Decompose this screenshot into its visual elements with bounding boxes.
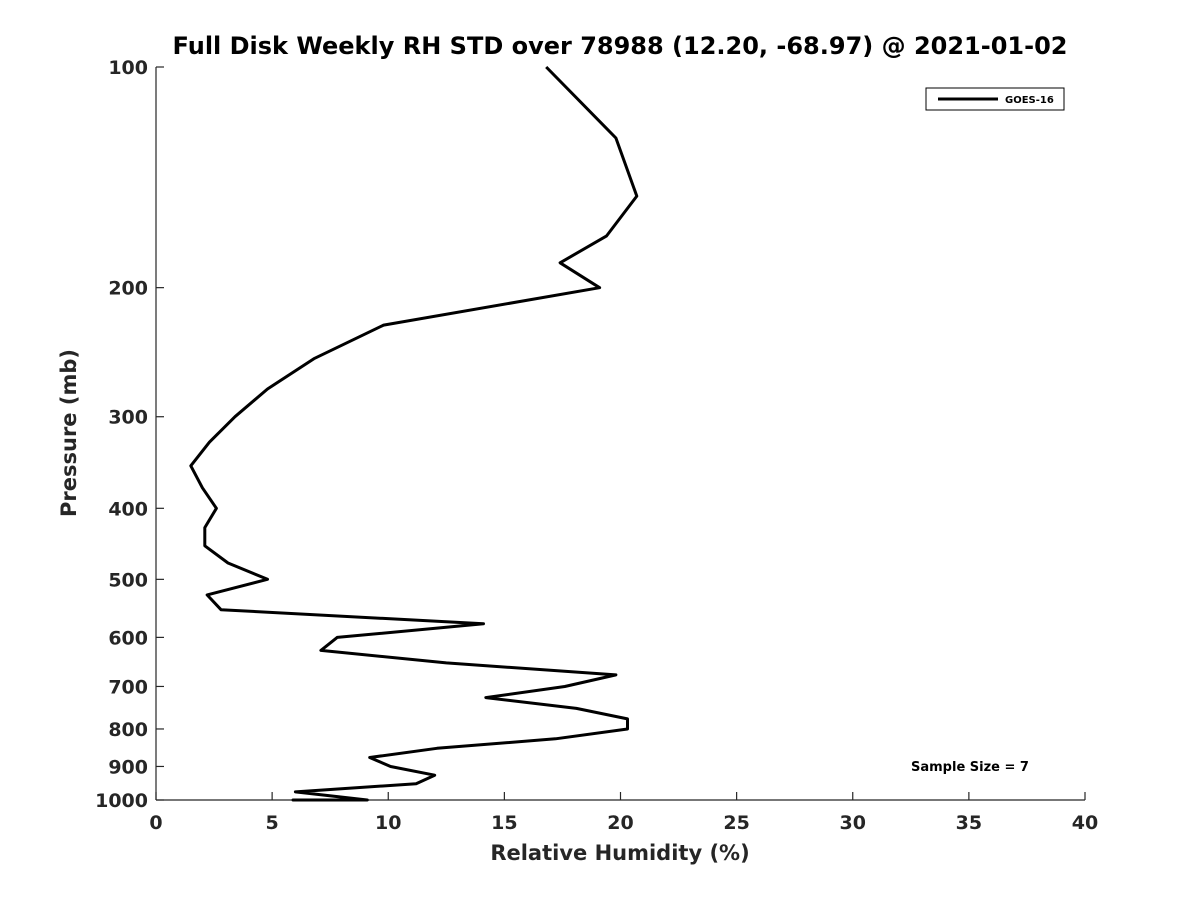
x-tick-label: 10	[375, 812, 401, 834]
x-tick-label: 5	[266, 812, 279, 834]
legend: GOES-16	[925, 87, 1065, 111]
y-tick-label: 1000	[95, 790, 148, 812]
y-tick-label: 200	[108, 278, 148, 300]
legend-label-goes-16: GOES-16	[1005, 95, 1054, 106]
x-tick-label: 25	[723, 812, 749, 834]
sample-size-annotation: Sample Size = 7	[911, 760, 1029, 775]
y-axis-ticks: 100 200 300 400 500 600 700 800 900 1000	[95, 57, 164, 812]
series-line-goes-16	[189, 65, 639, 802]
y-tick-label: 400	[108, 498, 148, 520]
chart-title: Full Disk Weekly RH STD over 78988 (12.2…	[173, 32, 1068, 60]
y-tick-label: 800	[108, 719, 148, 741]
x-tick-label: 15	[491, 812, 517, 834]
y-tick-label: 500	[108, 569, 148, 591]
x-tick-label: 0	[149, 812, 162, 834]
x-axis-ticks: 0 5 10 15 20 25 30 35 40	[149, 792, 1098, 834]
x-tick-label: 30	[840, 812, 866, 834]
y-tick-label: 100	[108, 57, 148, 79]
x-tick-label: 40	[1072, 812, 1098, 834]
y-tick-label: 700	[108, 676, 148, 698]
y-tick-label: 900	[108, 756, 148, 778]
x-tick-label: 35	[956, 812, 982, 834]
y-axis-label: Pressure (mb)	[57, 349, 81, 517]
y-tick-label: 600	[108, 627, 148, 649]
x-tick-label: 20	[607, 812, 633, 834]
y-tick-label: 300	[108, 407, 148, 429]
x-axis-label: Relative Humidity (%)	[490, 841, 749, 865]
plot-area	[156, 67, 1085, 800]
